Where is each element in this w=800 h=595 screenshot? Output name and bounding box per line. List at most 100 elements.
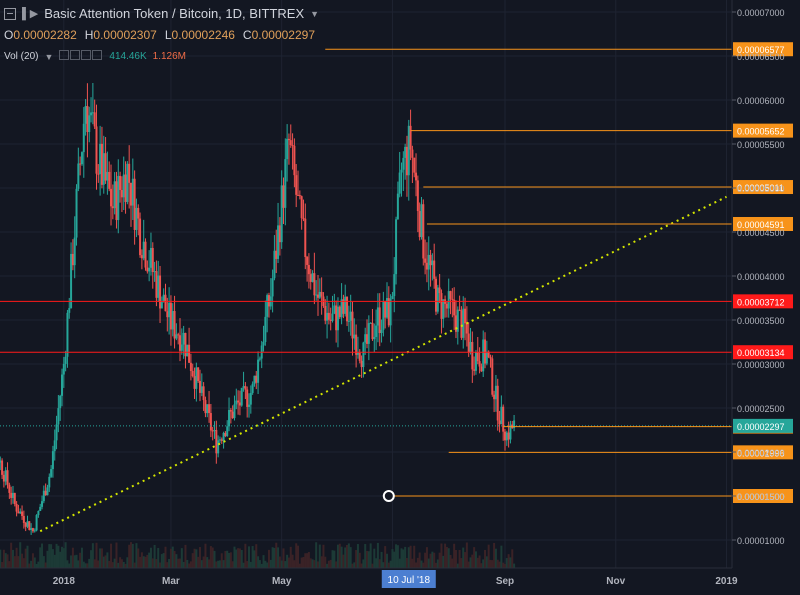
candle-body xyxy=(489,357,492,359)
collapse-icon[interactable] xyxy=(4,7,16,20)
remove-icon[interactable] xyxy=(81,50,92,60)
candle-body xyxy=(70,253,73,309)
candle-body xyxy=(324,305,327,321)
candle-body xyxy=(95,126,98,174)
volume-bar xyxy=(277,547,280,568)
candle-body xyxy=(160,302,163,309)
volume-bar xyxy=(169,548,172,568)
volume-bar xyxy=(344,547,347,568)
volume-bar xyxy=(88,558,91,568)
candle-body xyxy=(418,211,421,238)
volume-bar xyxy=(482,559,485,568)
volume-bar xyxy=(364,544,367,568)
candle-body xyxy=(206,404,209,414)
candle-body xyxy=(99,143,102,175)
volume-bar xyxy=(347,543,350,568)
candle-body xyxy=(415,172,418,181)
volume-bar xyxy=(231,561,234,568)
candle-body xyxy=(57,408,60,425)
candle-body xyxy=(456,309,459,332)
candle-body xyxy=(215,430,218,454)
candle-body xyxy=(148,267,151,272)
candle-body xyxy=(171,311,174,330)
volume-bar xyxy=(418,552,421,568)
candle-body xyxy=(228,410,231,427)
volume-bar xyxy=(71,547,74,568)
symbol-title[interactable]: Basic Attention Token / Bitcoin, 1D, BIT… xyxy=(44,6,305,21)
chart-type-icon[interactable]: ▌▶ xyxy=(22,8,39,20)
volume-bar xyxy=(42,556,45,568)
visibility-icon[interactable] xyxy=(70,50,81,60)
volume-bar xyxy=(451,558,454,568)
candle-body xyxy=(173,311,176,339)
volume-bar xyxy=(369,543,372,568)
candle-body xyxy=(257,359,260,383)
volume-bar xyxy=(246,561,249,568)
candle-body xyxy=(88,115,91,133)
volume-bar xyxy=(398,558,401,568)
volume-bar xyxy=(238,548,241,568)
candle-body xyxy=(431,260,434,266)
price-axis-label: 0.00006000 xyxy=(737,96,785,106)
time-axis-label: Sep xyxy=(496,576,514,587)
candle-body xyxy=(349,311,352,321)
candle-body xyxy=(113,181,116,209)
level-price-label: 0.00001500 xyxy=(737,492,785,502)
candle-body xyxy=(17,511,20,514)
volume-bar xyxy=(73,555,76,568)
candle-body xyxy=(505,432,508,441)
candle-body xyxy=(75,188,78,238)
volume-bar xyxy=(151,558,154,568)
candle-body xyxy=(316,294,319,298)
volume-bar xyxy=(39,547,42,568)
candle-body xyxy=(267,295,270,307)
volume-bar xyxy=(391,549,394,568)
volume-bar xyxy=(431,551,434,568)
candle-body xyxy=(73,237,76,266)
volume-bar xyxy=(41,543,44,568)
ohlc-low: L0.00002246 xyxy=(164,28,235,42)
volume-bar xyxy=(222,560,225,568)
chevron-down-icon[interactable]: ▼ xyxy=(310,8,320,19)
candle-body xyxy=(197,367,200,381)
candle-body xyxy=(39,506,42,512)
volume-bar xyxy=(186,559,189,568)
volume-bar xyxy=(6,554,9,568)
candle-body xyxy=(422,204,425,259)
volume-bar xyxy=(106,552,109,568)
candle-body xyxy=(298,195,301,197)
level-price-label: 0.00001996 xyxy=(737,448,785,458)
candle-body xyxy=(335,305,338,331)
volume-bar xyxy=(235,549,238,568)
candle-body xyxy=(86,106,89,133)
level-price-tag xyxy=(733,123,793,138)
candle-body xyxy=(195,367,198,389)
candle-body xyxy=(387,298,390,326)
volume-bar xyxy=(46,550,49,568)
more-icon[interactable] xyxy=(92,50,103,60)
candle-body xyxy=(97,173,100,175)
candle-body xyxy=(407,125,410,176)
volume-bar xyxy=(409,545,412,568)
level-price-label: 0.00005652 xyxy=(737,127,785,137)
volume-bar xyxy=(139,556,142,568)
candle-body xyxy=(111,206,114,209)
candle-body xyxy=(375,325,378,337)
volume-bar xyxy=(336,544,339,568)
volume-bar xyxy=(480,563,483,568)
candle-body xyxy=(449,291,452,299)
volume-bar xyxy=(304,553,307,568)
volume-label[interactable]: Vol (20) xyxy=(4,51,39,62)
volume-chevron-icon[interactable]: ▼ xyxy=(44,51,54,62)
settings-icon[interactable] xyxy=(59,50,70,60)
candle-body xyxy=(400,169,403,173)
volume-bar xyxy=(131,543,134,568)
volume-bar xyxy=(485,556,488,568)
volume-bar xyxy=(99,548,102,568)
volume-bar xyxy=(438,552,441,568)
volume-bar xyxy=(15,547,18,568)
volume-bar xyxy=(465,542,468,568)
volume-bar xyxy=(68,563,71,568)
volume-bar xyxy=(454,549,457,568)
